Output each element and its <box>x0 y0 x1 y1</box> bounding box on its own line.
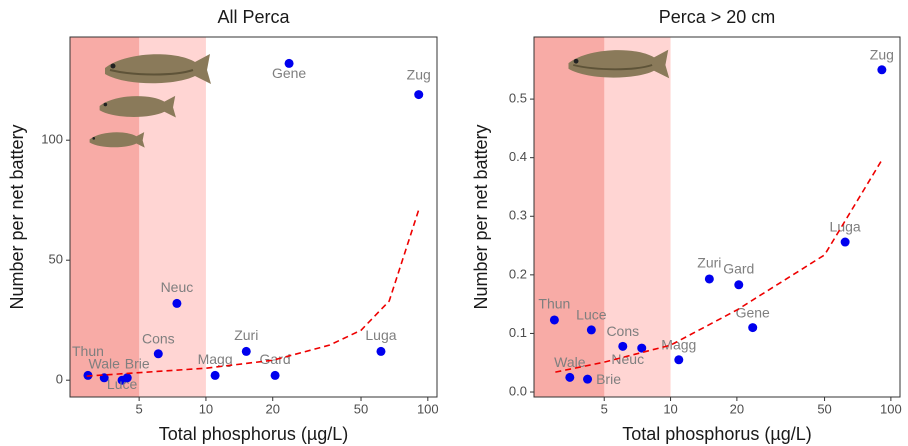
data-point <box>210 370 220 380</box>
data-point <box>704 274 714 284</box>
data-point <box>637 343 647 353</box>
data-point <box>565 372 575 382</box>
data-point <box>674 355 684 365</box>
y-tick-label: 0.4 <box>509 149 527 164</box>
point-label: Wale <box>89 356 121 372</box>
data-point <box>583 374 593 384</box>
data-point <box>877 65 887 75</box>
point-label: Magg <box>661 337 696 353</box>
fish <box>89 132 145 148</box>
point-label: Gene <box>736 304 770 320</box>
y-tick-label: 0.0 <box>509 383 527 398</box>
data-point <box>241 346 251 356</box>
point-label: Wale <box>554 354 586 370</box>
point-label: Brie <box>596 371 621 387</box>
y-tick-label: 0 <box>56 372 63 387</box>
plot-frame <box>69 36 438 398</box>
fish <box>99 95 176 118</box>
point-label: Gard <box>723 261 754 277</box>
data-point <box>748 323 758 333</box>
chart-title: All Perca <box>217 7 290 27</box>
x-tick-label: 100 <box>417 401 439 416</box>
y-tick-label: 0.1 <box>509 325 527 340</box>
trend-line <box>555 159 883 373</box>
x-tick-label: 50 <box>817 401 831 416</box>
fish <box>105 54 211 84</box>
data-point <box>270 370 280 380</box>
data-point <box>122 373 132 383</box>
point-label: Luga <box>830 219 861 235</box>
x-tick-label: 5 <box>136 401 143 416</box>
trend-line <box>86 209 420 377</box>
x-axis-label: Total phosphorus (µg/L) <box>622 424 811 444</box>
x-tick-label: 20 <box>265 401 279 416</box>
point-label: Thun <box>72 343 104 359</box>
plot-frame <box>533 36 901 398</box>
x-tick-label: 5 <box>601 401 608 416</box>
point-label: Gard <box>260 351 291 367</box>
y-tick-label: 0.2 <box>509 266 527 281</box>
point-label: Gene <box>272 65 306 81</box>
point-label: Luga <box>365 327 396 343</box>
data-point <box>840 237 850 247</box>
point-label: Zug <box>870 47 894 63</box>
data-point <box>414 90 424 100</box>
data-point <box>618 341 628 351</box>
y-axis-label: Number per net battery <box>7 124 27 309</box>
point-label: Brie <box>125 356 150 372</box>
point-label: Thun <box>538 296 570 312</box>
point-label: Cons <box>606 323 639 339</box>
y-tick-label: 50 <box>49 252 63 267</box>
data-point <box>284 58 294 68</box>
y-axis-label: Number per net battery <box>471 124 491 309</box>
data-point <box>153 349 163 359</box>
point-label: Zug <box>407 66 431 82</box>
y-tick-label: 100 <box>41 132 63 147</box>
fish <box>568 49 670 79</box>
data-point <box>586 325 596 335</box>
fish-icons <box>89 49 670 148</box>
point-label: Luce <box>576 307 607 323</box>
point-label: Luce <box>107 376 138 392</box>
panel: All Perca Total phosphorus (µg/L) Number p… <box>7 7 439 444</box>
data-point <box>549 315 559 325</box>
x-tick-label: 10 <box>199 401 213 416</box>
x-tick-label: 10 <box>663 401 677 416</box>
point-label: Magg <box>198 351 233 367</box>
data-point <box>734 280 744 290</box>
x-tick-label: 100 <box>880 401 902 416</box>
x-tick-label: 20 <box>730 401 744 416</box>
point-label: Neuc <box>161 279 194 295</box>
point-label: Zuri <box>697 255 721 271</box>
x-tick-label: 50 <box>354 401 368 416</box>
panel: Perca > 20 cm Total phosphorus (µg/L) Numb… <box>471 7 902 444</box>
y-tick-label: 0.5 <box>509 91 527 106</box>
chart-title: Perca > 20 cm <box>659 7 776 27</box>
shaded-band <box>534 37 605 397</box>
y-tick-label: 0.3 <box>509 208 527 223</box>
data-point <box>376 346 386 356</box>
x-axis-label: Total phosphorus (µg/L) <box>159 424 348 444</box>
point-label: Cons <box>142 331 175 347</box>
point-label: Zuri <box>234 327 258 343</box>
data-point <box>172 298 182 308</box>
